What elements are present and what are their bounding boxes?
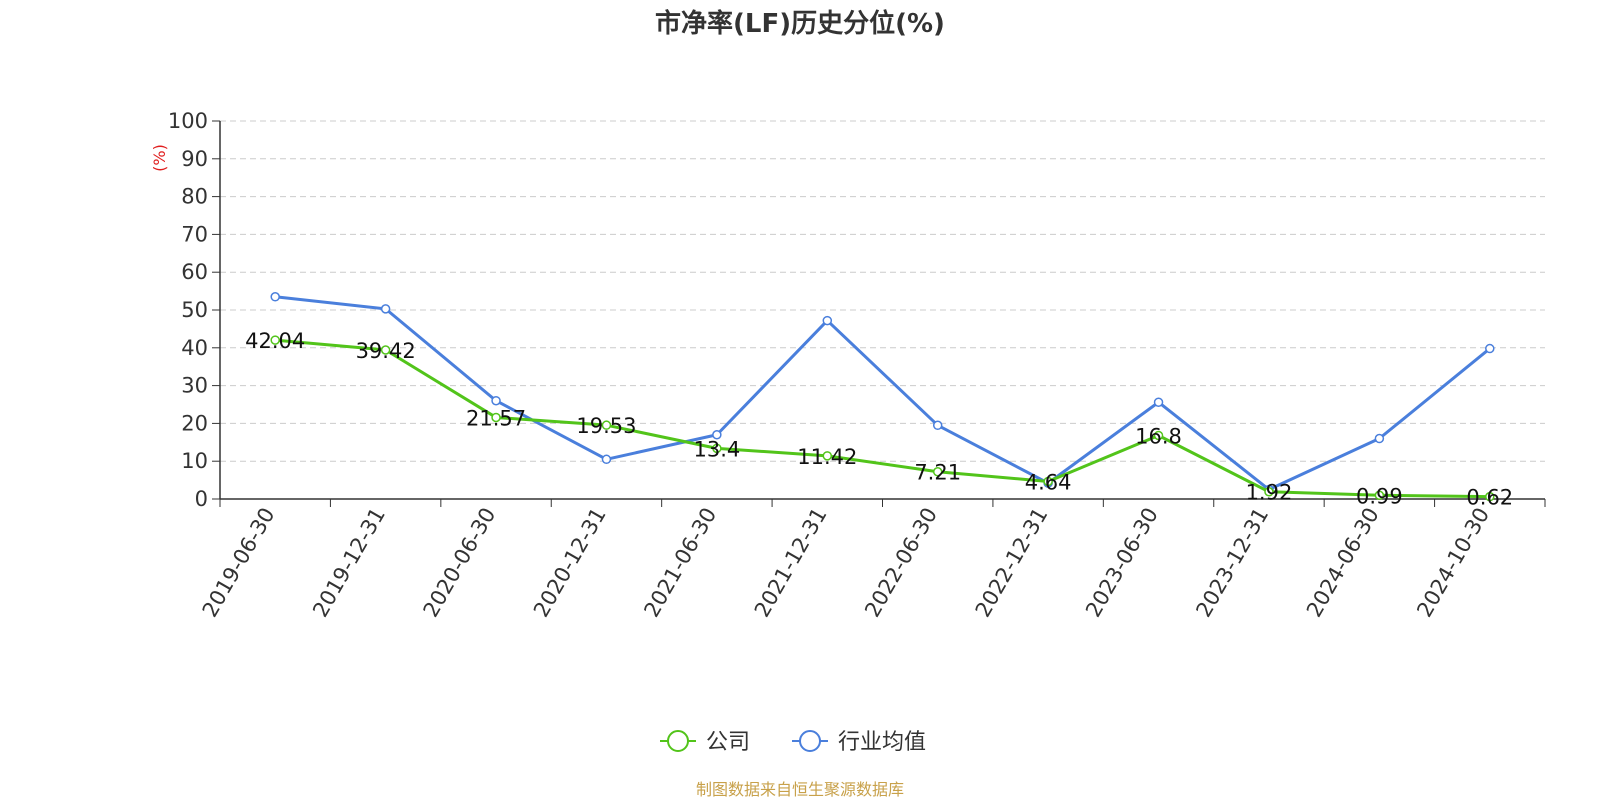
legend-label: 公司 [706, 730, 750, 755]
y-tick-label: 40 [181, 336, 208, 360]
y-tick-label: 10 [181, 449, 208, 473]
x-tick-label: 2024-06-30 [1302, 504, 1384, 622]
y-tick-label: 50 [181, 298, 208, 322]
y-axis-label: (%) [150, 144, 169, 172]
data-point[interactable] [932, 420, 943, 431]
data-point[interactable] [1153, 430, 1164, 441]
data-point[interactable] [601, 420, 612, 430]
legend-marker [799, 730, 821, 752]
chart-title: 市净率(LF)历史分位(%) [655, 8, 945, 39]
x-tick-label: 2019-12-31 [308, 504, 390, 622]
x-tick-label: 2020-06-30 [419, 503, 501, 621]
legend-item[interactable]: 公司 [660, 730, 750, 755]
y-tick-label: 70 [181, 222, 208, 246]
series-0 [270, 335, 1495, 502]
data-label: 0.99 [1356, 484, 1403, 508]
y-tick-label: 90 [181, 147, 208, 171]
y-tick-label: 20 [181, 411, 208, 435]
data-label: 11.42 [797, 445, 857, 469]
data-point[interactable] [1485, 343, 1495, 354]
data-label: 42.04 [245, 329, 305, 353]
source-note: 制图数据来自恒生聚源数据库 [696, 780, 904, 799]
x-tick-label: 2022-12-31 [971, 504, 1053, 622]
grid-lines [220, 120, 1545, 462]
data-point[interactable] [491, 412, 501, 423]
data-point[interactable] [712, 429, 722, 440]
axes: 0 10 20 30 40 50 60 70 80 90 100 2019-06-30 2019-12-… [168, 109, 1546, 622]
data-point[interactable] [270, 335, 280, 345]
y-tick-label: 80 [181, 185, 208, 209]
legend-item[interactable]: 行业均值 [792, 730, 926, 755]
data-label: 4.64 [1025, 470, 1072, 494]
data-point[interactable] [822, 451, 833, 461]
x-tick-label: 2021-06-30 [639, 504, 721, 622]
x-tick-label: 2021-12-31 [750, 504, 832, 622]
data-point[interactable] [1264, 486, 1274, 497]
x-tick-label: 2022-06-30 [860, 503, 942, 621]
data-label: 1.92 [1246, 481, 1293, 505]
data-point[interactable] [712, 443, 722, 454]
data-label: 13.4 [693, 437, 740, 461]
x-tick-label: 2019-06-30 [198, 504, 280, 622]
data-label: 19.53 [576, 414, 636, 438]
data-point[interactable] [1043, 476, 1053, 487]
data-label: 7.21 [914, 461, 961, 485]
legend[interactable]: 公司 行业均值 [660, 730, 926, 755]
series-line [275, 295, 1491, 492]
y-tick-label: 100 [168, 109, 208, 133]
data-point[interactable] [270, 292, 280, 302]
data-labels: 42.04 39.42 21.57 19.53 13.4 11.42 7.21 4.64 16.… [245, 329, 1513, 510]
data-label: 39.42 [356, 339, 416, 363]
x-tick-label: 2023-06-30 [1081, 504, 1163, 622]
legend-marker [667, 730, 689, 752]
data-point[interactable] [1153, 397, 1164, 407]
data-point[interactable] [380, 345, 391, 355]
data-label: 0.62 [1466, 486, 1513, 510]
y-tick-label: 30 [181, 374, 208, 398]
data-point[interactable] [932, 466, 943, 477]
x-tick-label: 2024-10-30 [1412, 504, 1494, 622]
legend-label: 行业均值 [838, 730, 926, 755]
y-tick-label: 0 [195, 487, 208, 511]
x-tick-label: 2020-12-31 [529, 504, 611, 622]
data-point[interactable] [601, 454, 612, 465]
series-group [270, 292, 1495, 502]
data-label: 21.57 [466, 406, 526, 430]
data-point[interactable] [491, 395, 501, 406]
x-tick-label: 2023-12-31 [1191, 504, 1273, 622]
series-line [275, 338, 1490, 499]
y-tick-label: 60 [181, 260, 208, 284]
data-point[interactable] [1485, 491, 1495, 502]
data-point[interactable] [1374, 433, 1385, 444]
data-point[interactable] [822, 315, 833, 326]
data-point[interactable] [1374, 490, 1385, 501]
data-label: 16.8 [1135, 424, 1182, 448]
data-point[interactable] [380, 304, 391, 314]
